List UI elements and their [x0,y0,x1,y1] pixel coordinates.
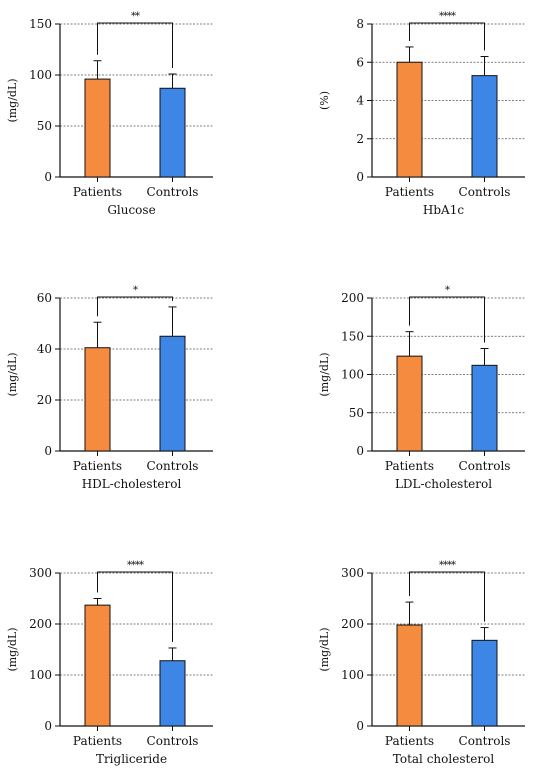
y-tick-label: 200 [29,617,52,631]
chart-title: HDL-cholesterol [82,477,182,491]
y-tick-label: 50 [349,406,364,420]
y-tick-label: 8 [356,17,364,31]
significance-bracket [97,22,173,68]
y-tick-label: 6 [356,55,364,69]
y-tick-label: 150 [29,17,52,31]
y-tick-label: 0 [356,719,364,733]
category-label: Patients [73,734,122,748]
y-tick-label: 100 [29,668,52,682]
significance-bracket [409,571,485,622]
category-label: Controls [459,185,511,199]
chart-title: Glucose [107,203,155,217]
y-tick-label: 50 [37,119,52,133]
significance-label: ** [131,11,140,22]
y-tick-label: 100 [341,668,364,682]
y-axis-label: (mg/dL) [6,78,19,122]
bar-patients [396,624,423,727]
y-axis-label: (mg/dL) [318,352,331,396]
chart-6: 0 100 200 300 Patients Controls **** (mg/dL) Tot… [318,560,525,766]
bar-controls [159,660,186,727]
category-label: Controls [459,459,511,473]
significance-bracket [409,296,485,343]
significance-bracket [97,296,173,317]
category-label: Controls [147,734,199,748]
chart-5: 0 100 200 300 Patients Controls **** (mg/dL) Tri… [6,560,213,766]
significance-bracket [409,22,485,51]
bar-patients [84,78,111,178]
y-tick-label: 100 [29,68,52,82]
significance-label: **** [439,11,456,22]
y-tick-label: 60 [37,291,52,305]
y-axis-label: (%) [318,91,331,110]
significance-label: * [445,285,450,296]
category-label: Patients [385,734,434,748]
y-tick-label: 0 [356,170,364,184]
bar-controls [471,75,498,178]
chart-1: 0 50 100 150 Patients Controls ** (mg/dL) Glucos… [6,11,213,217]
y-tick-label: 2 [356,132,364,146]
y-tick-label: 200 [341,291,364,305]
y-axis-label: (mg/dL) [6,352,19,396]
y-tick-label: 0 [44,719,52,733]
chart-title: Trigliceride [96,752,167,766]
chart-4: 0 50 100 150 200 Patients Controls * (mg/dL) LDL-… [318,285,525,491]
y-tick-label: 0 [44,444,52,458]
significance-label: **** [127,560,144,571]
y-tick-label: 150 [341,329,364,343]
y-tick-label: 100 [341,368,364,382]
y-tick-label: 300 [29,566,52,580]
bar-controls [159,335,186,452]
y-tick-label: 200 [341,617,364,631]
chart-title: HbA1c [423,203,464,217]
category-label: Patients [73,185,122,199]
bar-patients [396,61,423,178]
significance-label: **** [439,560,456,571]
y-tick-label: 40 [37,342,52,356]
y-tick-label: 300 [341,566,364,580]
bar-patients [84,347,111,452]
chart-title: Total cholesterol [393,752,495,766]
category-label: Controls [459,734,511,748]
bar-patients [84,604,111,727]
category-label: Controls [147,459,199,473]
category-label: Controls [147,185,199,199]
chart-3: 0 20 40 60 Patients Controls * (mg/dL) HDL-chole… [6,285,213,491]
category-label: Patients [385,185,434,199]
category-label: Patients [385,459,434,473]
significance-label: * [133,285,138,296]
y-axis-label: (mg/dL) [6,627,19,671]
chart-title: LDL-cholesterol [395,477,492,491]
bar-controls [471,639,498,727]
chart-2: 0 2 4 6 8 Patients Controls **** (%) HbA1c [318,11,525,217]
bar-controls [159,87,186,178]
bar-controls [471,364,498,452]
y-tick-label: 0 [356,444,364,458]
y-tick-label: 20 [37,393,52,407]
bar-patients [396,355,423,452]
y-axis-label: (mg/dL) [318,627,331,671]
category-label: Patients [73,459,122,473]
y-tick-label: 4 [356,94,364,108]
significance-bracket [97,571,173,642]
y-tick-label: 0 [44,170,52,184]
